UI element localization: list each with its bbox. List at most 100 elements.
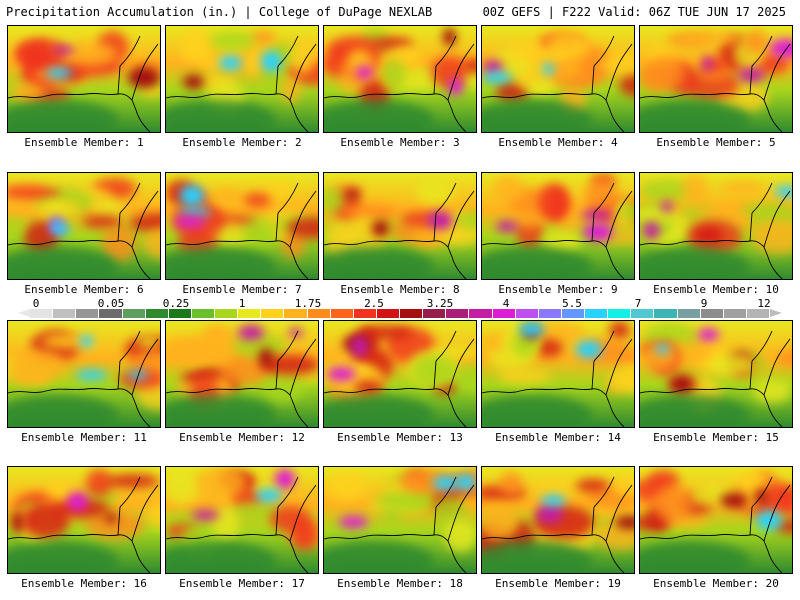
precip-area bbox=[550, 60, 583, 79]
colorbar-tick-label: 0 bbox=[32, 297, 40, 310]
precip-area bbox=[721, 181, 766, 194]
precip-area bbox=[290, 41, 316, 75]
light-precip-area bbox=[166, 100, 276, 132]
light-precip-area bbox=[166, 247, 276, 279]
ensemble-member-label: Ensemble Member: 15 bbox=[653, 431, 779, 444]
precip-area bbox=[620, 201, 634, 221]
colorbar-swatch bbox=[538, 309, 562, 318]
precipitation-map bbox=[639, 172, 793, 280]
colorbar-swatch bbox=[191, 309, 215, 318]
ensemble-member-label: Ensemble Member: 12 bbox=[179, 431, 305, 444]
coastline bbox=[482, 35, 633, 132]
precip-area bbox=[261, 354, 318, 376]
heavy-precip-area bbox=[191, 510, 219, 521]
precip-area bbox=[653, 484, 694, 522]
model-run-info: 00Z GEFS | F222 Valid: 06Z TUE JUN 17 20… bbox=[482, 5, 786, 19]
light-precip-area bbox=[640, 247, 750, 279]
coastline-overlay bbox=[324, 330, 475, 427]
ensemble-member-label: Ensemble Member: 10 bbox=[653, 283, 779, 296]
precip-area bbox=[708, 354, 756, 376]
light-precip-area bbox=[166, 395, 276, 427]
precip-area bbox=[415, 178, 455, 205]
heavy-precip-area bbox=[255, 488, 283, 502]
coastline-overlay bbox=[482, 182, 633, 279]
light-precip-area bbox=[640, 100, 750, 132]
precip-area bbox=[697, 69, 729, 82]
colorbar-swatch bbox=[76, 309, 100, 318]
colorbar-swatch bbox=[585, 309, 609, 318]
ensemble-member-label: Ensemble Member: 14 bbox=[495, 431, 621, 444]
heavy-precip-area bbox=[237, 325, 265, 340]
coastline bbox=[324, 182, 475, 279]
coastline-overlay bbox=[640, 35, 791, 132]
precipitation-map bbox=[639, 320, 793, 428]
precip-area bbox=[138, 335, 160, 349]
heavy-precip-area bbox=[427, 211, 453, 230]
light-precip-area bbox=[8, 100, 118, 132]
ensemble-member-panel: Ensemble Member: 4 bbox=[481, 25, 635, 149]
precip-area bbox=[493, 174, 524, 203]
light-precip-area bbox=[640, 541, 750, 573]
heavy-precip-area bbox=[719, 493, 748, 509]
ensemble-member-panel: Ensemble Member: 2 bbox=[165, 25, 319, 149]
precip-area bbox=[375, 492, 436, 511]
heavy-precip-area bbox=[774, 185, 792, 197]
heavy-precip-area bbox=[179, 208, 211, 217]
colorbar-swatch bbox=[608, 309, 632, 318]
coastline bbox=[166, 330, 317, 427]
precip-area bbox=[482, 504, 518, 541]
precip-area bbox=[575, 478, 609, 493]
precipitation-map bbox=[165, 320, 319, 428]
colorbar-swatch bbox=[469, 309, 493, 318]
coastline-overlay bbox=[8, 476, 159, 573]
precip-area bbox=[24, 503, 69, 540]
coastline-overlay bbox=[640, 330, 791, 427]
ensemble-member-label: Ensemble Member: 1 bbox=[24, 136, 144, 149]
coastline-overlay bbox=[640, 476, 791, 573]
heavy-precip-area bbox=[75, 370, 108, 380]
precip-area bbox=[181, 370, 221, 383]
light-precip-area bbox=[8, 541, 118, 573]
heavy-precip-area bbox=[179, 184, 205, 206]
heavy-precip-area bbox=[182, 75, 205, 90]
precip-area bbox=[640, 179, 696, 203]
ensemble-member-panel: Ensemble Member: 3 bbox=[323, 25, 477, 149]
light-precip-area bbox=[640, 395, 750, 427]
precip-area bbox=[287, 216, 318, 239]
ensemble-member-panel: Ensemble Member: 20 bbox=[639, 466, 793, 590]
precip-area bbox=[743, 30, 768, 54]
ensemble-member-label: Ensemble Member: 20 bbox=[653, 577, 779, 590]
heavy-precip-area bbox=[518, 322, 545, 337]
ensemble-member-label: Ensemble Member: 6 bbox=[24, 283, 144, 296]
precip-area bbox=[46, 203, 68, 219]
precip-area bbox=[528, 81, 553, 98]
precip-area bbox=[682, 30, 741, 46]
coastline bbox=[482, 182, 633, 279]
precip-area bbox=[752, 380, 791, 403]
precipitation-map bbox=[165, 172, 319, 280]
precip-area bbox=[618, 74, 634, 96]
heavy-precip-area bbox=[642, 221, 661, 240]
heavy-precip-area bbox=[542, 62, 555, 76]
ensemble-member-label: Ensemble Member: 5 bbox=[656, 136, 776, 149]
precip-area bbox=[497, 367, 551, 385]
heavy-precip-area bbox=[698, 327, 719, 341]
light-precip-area bbox=[482, 541, 592, 573]
heavy-precip-area bbox=[53, 45, 76, 54]
precipitation-map bbox=[323, 172, 477, 280]
precip-area bbox=[617, 372, 634, 388]
precip-area bbox=[63, 41, 118, 66]
precipitation-map bbox=[639, 466, 793, 574]
colorbar-tick-label: 9 bbox=[700, 297, 708, 310]
ensemble-member-panel: Ensemble Member: 6 bbox=[7, 172, 161, 296]
light-precip-area bbox=[8, 247, 118, 279]
precip-area bbox=[585, 178, 618, 216]
precip-area bbox=[693, 225, 723, 244]
coastline bbox=[640, 476, 791, 573]
colorbar-swatch bbox=[53, 309, 77, 318]
precip-area bbox=[736, 470, 766, 490]
coastline-overlay bbox=[482, 476, 633, 573]
ensemble-member-label: Ensemble Member: 16 bbox=[21, 577, 147, 590]
colorbar-swatch bbox=[261, 309, 285, 318]
colorbar-swatch bbox=[515, 309, 539, 318]
